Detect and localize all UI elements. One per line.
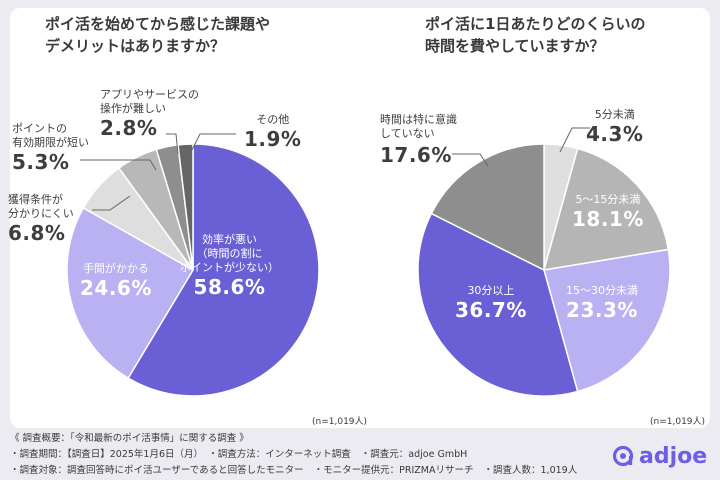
slice-label-conditions: 獲得条件が 分かりにくい 6.8% [8, 193, 74, 245]
left-pie-slice-1 [66, 206, 195, 380]
survey-details-line: ・調査期間：【調査日】2025年1月6日（月） ・調査方法：インターネット調査 ・調… [10, 449, 468, 460]
survey-overview: 《 調査概要：「令和最新のポイ活事情」に関する調査 》 [10, 433, 249, 444]
slice-label-expiry: ポイントの 有効期限が短い 5.3% [12, 122, 89, 174]
left-sample-size-note: (n=1,019人) [312, 417, 368, 427]
slice-label-5-15min: 5〜15分未満 18.1% [572, 193, 644, 231]
adjoe-logo: adjoe [612, 443, 708, 469]
leader-line-operation [166, 133, 179, 155]
slice-label-over-30min: 30分以上 36.7% [455, 284, 527, 322]
adjoe-logo-icon [612, 445, 634, 467]
slice-label-15-30min: 15〜30分未満 23.3% [566, 284, 638, 322]
leader-line-conditions [92, 195, 131, 211]
slice-label-other: その他 1.9% [244, 113, 302, 151]
slice-label-operation: アプリやサービスの 操作が難しい 2.8% [100, 88, 199, 140]
adjoe-logo-text: adjoe [639, 443, 708, 469]
slice-label-inefficient: 効率が悪い （時間の割に ポイントが少ない） 58.6% [180, 233, 279, 299]
leader-line-other [191, 133, 236, 151]
right-pie-slice-3 [417, 212, 579, 397]
left-chart-title: ポイ活を始めてから感じた課題や デメリットはありますか？ [45, 15, 271, 55]
survey-target-line: ・調査対象：調査回答時にポイ活ユーザーであると回答したモニター ・モニター提供元：… [10, 465, 578, 476]
right-pie-slice-1 [542, 147, 670, 271]
right-pie-slice-2 [543, 248, 671, 393]
right-chart-title: ポイ活に1日あたりどのくらいの 時間を費やしていますか？ [425, 15, 646, 55]
slice-label-troublesome: 手間がかかる 24.6% [80, 262, 152, 300]
right-pie-slice-4 [430, 143, 545, 272]
leader-line-expiry [80, 159, 157, 171]
leader-line-under-5min [559, 127, 590, 153]
left-pie-slice-0 [127, 143, 320, 397]
left-pie-slice-5 [177, 143, 194, 271]
slice-label-not-conscious: 時間は特に意識 していない 17.6% [380, 113, 457, 167]
right-sample-size-note: (n=1,019人) [650, 417, 706, 427]
slice-label-under-5min: 5分未満 4.3% [586, 108, 644, 146]
leader-line-not-conscious [452, 153, 489, 167]
